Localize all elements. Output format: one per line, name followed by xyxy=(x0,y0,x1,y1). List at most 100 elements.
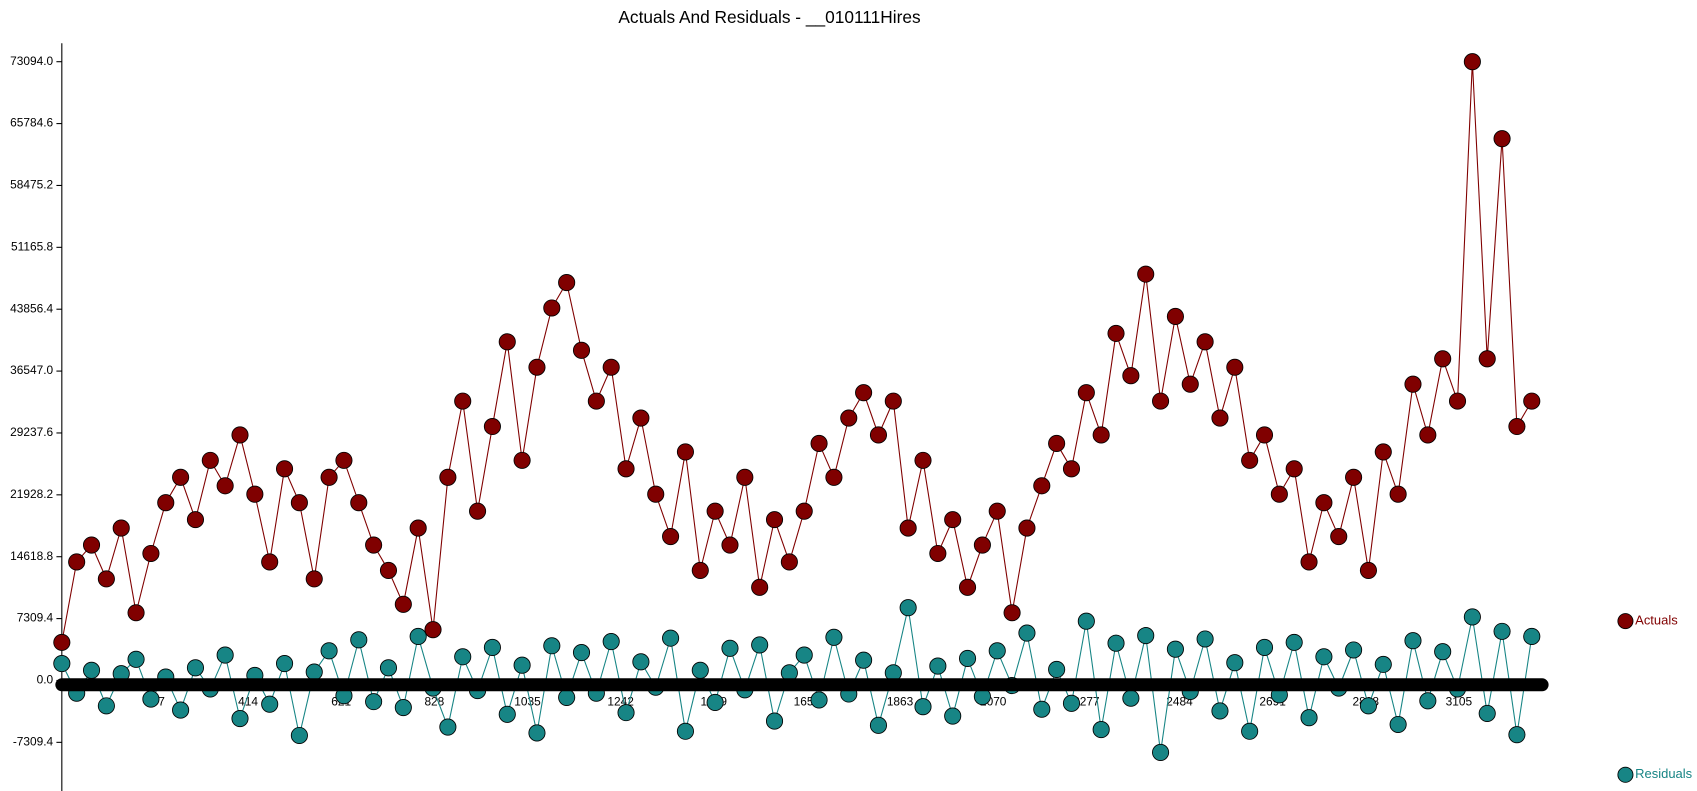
point xyxy=(1077,384,1095,402)
point xyxy=(1404,632,1422,650)
point xyxy=(1448,392,1467,410)
point xyxy=(186,659,205,677)
point xyxy=(1523,627,1541,645)
point xyxy=(498,333,516,351)
point xyxy=(1107,634,1125,652)
point xyxy=(68,553,86,571)
point xyxy=(454,392,472,410)
y-tick-label: 58475.2 xyxy=(10,178,53,192)
point xyxy=(1062,460,1081,478)
point xyxy=(82,536,101,554)
point xyxy=(869,426,888,444)
point xyxy=(172,468,190,486)
point xyxy=(1196,333,1214,351)
point xyxy=(691,561,709,579)
y-tick-label: 65784.6 xyxy=(10,116,53,130)
point xyxy=(365,693,383,711)
point xyxy=(231,710,249,728)
point xyxy=(1092,426,1110,444)
point xyxy=(1345,641,1363,659)
x-tick-label: 1035 xyxy=(514,694,541,708)
point xyxy=(765,511,784,529)
x-tick-label: 1863 xyxy=(887,694,914,708)
point xyxy=(275,460,294,478)
point xyxy=(1107,324,1125,342)
point xyxy=(379,561,398,579)
point xyxy=(394,699,412,717)
point xyxy=(290,726,308,745)
point xyxy=(528,724,546,742)
point xyxy=(1152,392,1170,410)
point xyxy=(647,485,665,503)
point xyxy=(662,629,680,647)
point xyxy=(543,637,561,655)
point xyxy=(721,536,739,554)
point xyxy=(572,341,591,359)
point xyxy=(929,657,947,675)
point xyxy=(1166,640,1184,658)
point xyxy=(602,358,620,376)
point xyxy=(172,701,190,719)
point xyxy=(1508,726,1526,744)
point xyxy=(825,628,843,646)
point xyxy=(275,654,294,673)
point xyxy=(632,653,650,671)
y-tick-label: 51165.8 xyxy=(11,239,53,253)
point xyxy=(973,536,991,554)
point xyxy=(112,519,130,537)
point xyxy=(958,578,977,596)
point xyxy=(884,392,902,410)
point xyxy=(825,468,843,486)
point xyxy=(810,434,828,452)
point xyxy=(1478,350,1496,368)
point xyxy=(587,392,605,410)
legend-marker xyxy=(1617,766,1634,783)
point xyxy=(780,553,798,571)
point xyxy=(1315,494,1333,512)
point xyxy=(1493,622,1511,640)
point xyxy=(543,299,561,317)
point xyxy=(97,697,115,715)
point xyxy=(350,631,368,649)
point xyxy=(127,604,145,622)
point xyxy=(261,695,279,713)
point xyxy=(1077,612,1095,630)
point xyxy=(795,646,813,664)
point xyxy=(1330,528,1348,546)
point xyxy=(944,511,962,529)
point xyxy=(558,688,576,706)
point xyxy=(706,693,724,712)
point xyxy=(1359,697,1377,715)
point xyxy=(498,705,516,723)
point xyxy=(914,698,932,716)
point xyxy=(1196,630,1214,648)
point xyxy=(409,627,427,645)
point xyxy=(127,650,145,668)
y-tick-label: 29237.6 xyxy=(10,425,53,439)
point xyxy=(1300,709,1318,727)
point xyxy=(1062,694,1081,712)
point xyxy=(1270,485,1288,503)
point xyxy=(899,599,917,617)
y-tick-label: 36547.0 xyxy=(10,363,53,377)
point xyxy=(1493,130,1511,148)
point xyxy=(751,636,769,654)
point xyxy=(1434,643,1452,661)
point xyxy=(662,528,680,546)
point xyxy=(899,519,917,537)
point xyxy=(1137,627,1155,645)
point xyxy=(855,651,873,669)
point xyxy=(1389,485,1407,503)
point xyxy=(142,544,160,563)
point xyxy=(765,712,784,730)
point xyxy=(201,451,219,469)
legend-label: Residuals xyxy=(1635,766,1692,781)
point xyxy=(988,642,1006,660)
point xyxy=(320,642,338,660)
point xyxy=(528,358,546,376)
y-tick-label: 21928.2 xyxy=(10,487,53,501)
point xyxy=(1122,689,1140,707)
point xyxy=(439,468,457,486)
point xyxy=(1508,417,1526,436)
point xyxy=(944,707,962,725)
